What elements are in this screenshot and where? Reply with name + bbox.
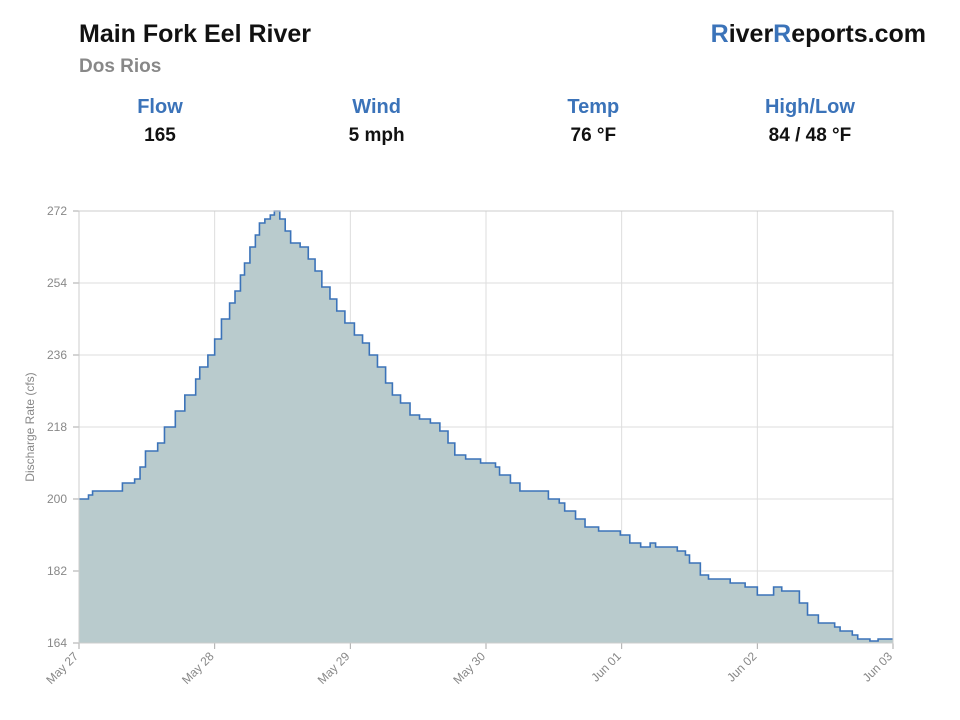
- title: Main Fork Eel River: [79, 20, 312, 48]
- y-tick-label: 272: [47, 204, 67, 218]
- y-tick-label: 200: [47, 492, 67, 506]
- stat: Flow 165: [60, 96, 260, 147]
- stat-label: Temp: [567, 96, 620, 118]
- logo-part: iver: [728, 20, 774, 48]
- x-tick-label: Jun 02: [724, 649, 760, 685]
- stat-label: Flow: [137, 96, 183, 118]
- plot-frame: [78, 210, 894, 644]
- stat: High/Low 84 / 48 °F: [710, 96, 910, 147]
- y-axis-label: Discharge Rate (cfs): [23, 372, 37, 481]
- stat-value: 76 °F: [570, 125, 617, 146]
- area: [79, 211, 893, 643]
- line: [79, 210, 893, 642]
- x-tick-label: May 29: [315, 649, 353, 687]
- stats: Flow 165 Wind 5 mph Temp 76 °F High/Low 84 / 48…: [60, 96, 910, 147]
- x-tick-label: May 27: [43, 649, 81, 687]
- y-tick-label: 236: [47, 348, 67, 362]
- y-tick-label: 254: [47, 276, 67, 290]
- stat-value: 5 mph: [348, 125, 405, 146]
- y-tick-label: 182: [47, 564, 67, 578]
- x-tick-label: Jun 03: [860, 649, 896, 685]
- stat-label: High/Low: [764, 96, 855, 118]
- stat-value: 84 / 48 °F: [768, 125, 852, 146]
- x-tick-label: May 28: [179, 649, 217, 687]
- stat: Wind 5 mph: [277, 96, 477, 147]
- subtitle: Dos Rios: [79, 56, 162, 77]
- logo-part: R: [710, 20, 729, 48]
- x-tick-label: May 30: [450, 649, 488, 687]
- logo-part: R: [773, 20, 792, 48]
- y-tick-label: 164: [47, 636, 67, 650]
- stat-value: 165: [144, 125, 176, 146]
- x-tick-label: Jun 01: [588, 649, 624, 685]
- logo-part: eports.com: [791, 20, 926, 48]
- y-tick-label: 218: [47, 420, 67, 434]
- stat-label: Wind: [352, 96, 401, 118]
- logo[interactable]: RiverReports.com: [711, 20, 926, 49]
- stat: Temp 76 °F: [493, 96, 693, 147]
